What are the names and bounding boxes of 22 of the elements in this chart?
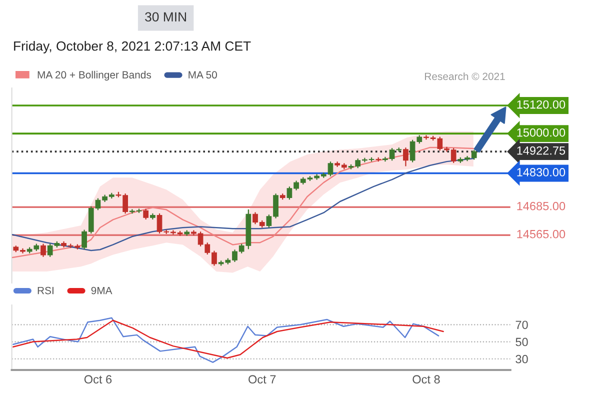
ref-line-label: 14922.75 [517,146,566,155]
candlestick [403,146,408,167]
legend-label: RSI [38,286,54,294]
x-tick-label: Oct 6 [84,375,112,384]
x-tick-label: Oct 8 [412,375,440,384]
chart-subtitle: Friday, October 8, 2021 2:07:13 AM CET [14,41,251,54]
legend-label: MA 20 + Bollinger Bands [38,70,152,81]
candlestick [143,208,149,220]
candlestick [40,243,46,258]
text: Research © 2021 [425,72,505,80]
ref-line-label: 14685.00 [517,202,566,210]
chart-title: 30 MIN [145,12,186,22]
ref-line-label: 14565.00 [517,230,566,238]
y-tick-label: 70 [516,320,528,330]
y-tick-label: 30 [516,354,528,364]
legend-label: MA 50 [188,71,217,79]
ref-line-label: 15120.00 [517,100,566,109]
x-tick-label: Oct 7 [248,375,276,384]
ref-line-label: 14830.00 [517,168,566,176]
ref-line-label: 15000.00 [517,128,566,137]
y-tick-label: 50 [516,338,528,346]
legend-label: 9MA [91,286,112,294]
